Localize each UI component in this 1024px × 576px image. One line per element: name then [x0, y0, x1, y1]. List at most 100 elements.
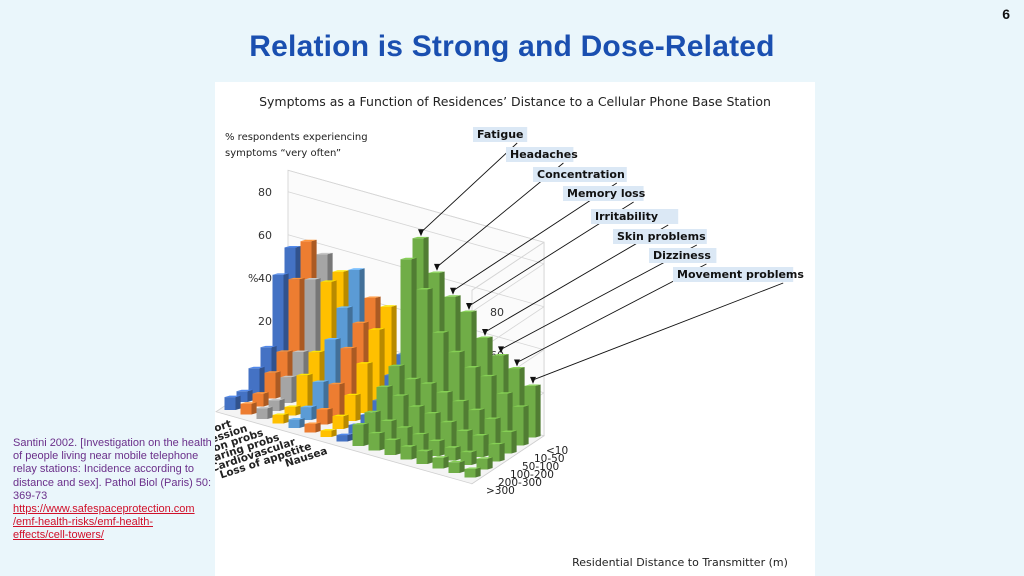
bar-top — [288, 277, 305, 280]
bar — [432, 456, 449, 469]
bar-front — [240, 403, 252, 415]
bar — [272, 413, 289, 424]
bar-top — [368, 328, 385, 330]
bar-front — [488, 444, 500, 462]
bar-top — [480, 374, 497, 377]
callout-label: Movement problems — [677, 268, 804, 281]
bar-top — [340, 346, 357, 349]
callout-box — [473, 127, 528, 142]
bar-front — [332, 416, 344, 429]
bar-front — [300, 407, 312, 420]
x-axis-label: Residential Distance to Transmitter (m) — [572, 556, 788, 569]
distance-label: <10 — [546, 445, 568, 457]
slide-number: 6 — [1002, 6, 1010, 22]
bar-side — [459, 460, 465, 473]
bar-top — [420, 382, 437, 384]
bar-front — [464, 468, 476, 478]
bar-side — [323, 380, 329, 412]
bar — [476, 457, 493, 470]
bar — [224, 395, 241, 410]
bar — [400, 445, 417, 460]
bar-side — [423, 432, 429, 452]
bar-top — [332, 414, 349, 417]
callout-arrow — [498, 346, 504, 354]
bar-top — [336, 306, 353, 308]
bar-top — [492, 353, 509, 356]
callout-box — [649, 248, 717, 263]
bar-side — [363, 423, 369, 446]
callout-box — [533, 167, 627, 182]
bar-side — [435, 411, 441, 444]
bar-side — [315, 422, 321, 433]
bar-top — [328, 382, 345, 385]
bar-side — [411, 257, 417, 414]
bar-top — [456, 429, 473, 431]
callout-box — [563, 186, 644, 201]
citation-link-line-3: effects/cell-towers/ — [13, 529, 104, 542]
bar — [288, 417, 305, 428]
bar-side — [275, 371, 281, 399]
bar-top — [304, 422, 321, 424]
callout-label: Memory loss — [567, 187, 646, 200]
bar-top — [404, 377, 421, 380]
bar-side — [355, 393, 361, 421]
bar-top — [400, 257, 417, 260]
bar-top — [484, 417, 501, 419]
bar-side — [299, 417, 305, 428]
bar-side — [331, 429, 337, 437]
callout-arrow — [434, 263, 440, 271]
bar — [352, 423, 369, 446]
bar — [416, 449, 433, 464]
callout-label: Skin problems — [617, 230, 706, 243]
bar-top — [460, 310, 477, 312]
callout-label: Irritability — [595, 210, 658, 223]
bar-top — [464, 467, 481, 469]
bar-top — [316, 408, 333, 410]
bar — [280, 375, 297, 403]
bar — [264, 371, 281, 399]
bar-top — [320, 280, 337, 282]
bar-top — [392, 394, 409, 396]
bar-top — [240, 402, 257, 404]
bar-top — [364, 410, 381, 413]
bar — [304, 422, 321, 433]
chart-title: Symptoms as a Function of Residences’ Di… — [259, 94, 771, 109]
bar-front — [336, 435, 348, 442]
bar-top — [348, 268, 365, 270]
bar — [320, 429, 337, 437]
bar-top — [468, 408, 485, 411]
y-tick-label: 20 — [258, 315, 272, 328]
bar-top — [496, 392, 513, 394]
bar-top — [428, 439, 445, 441]
bar-front — [432, 457, 444, 469]
bar-side — [487, 457, 493, 470]
bar-top — [424, 411, 441, 414]
bar-top — [284, 246, 301, 248]
bar-front — [296, 375, 308, 408]
bar-front — [284, 406, 296, 416]
bar-side — [307, 373, 313, 408]
bar-top — [416, 449, 433, 452]
bar-side — [291, 375, 297, 403]
bar-top — [344, 393, 361, 396]
bar-side — [467, 429, 473, 453]
bar-top — [292, 350, 309, 352]
bar-top — [376, 385, 393, 387]
bar-side — [455, 446, 461, 461]
callout-box — [613, 229, 707, 244]
bar-front — [224, 397, 236, 410]
bar-top — [476, 457, 493, 459]
slide-title: Relation is Strong and Dose-Related — [249, 30, 775, 63]
bar-top — [296, 373, 313, 376]
citation-link[interactable]: https://www.safespaceprotection.com /emf… — [13, 503, 213, 543]
bar-top — [500, 430, 517, 432]
bar-front — [368, 433, 380, 451]
bar-chart-3d: 2020404060608080%% respondents experienc… — [215, 127, 804, 569]
bar-side — [483, 434, 489, 457]
callout-line — [420, 142, 518, 233]
callout-box — [506, 147, 574, 162]
bar-top — [472, 434, 489, 436]
bar-side — [339, 382, 345, 417]
bar-side — [427, 449, 433, 464]
bar-side — [443, 456, 449, 469]
